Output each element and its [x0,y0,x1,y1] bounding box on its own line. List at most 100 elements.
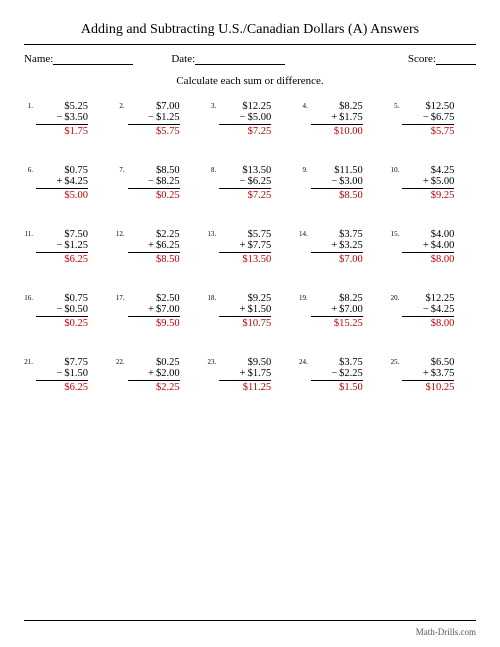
problem-body: $8.50−$8.25$0.25 [128,165,180,201]
problem-body: $12.25−$4.25 $8.00 [402,293,454,329]
operand-top: $0.75 [64,165,88,176]
answer: $10.00 [334,126,363,137]
name-field: Name: [24,53,133,65]
operator: − [331,368,337,379]
problem-body: $6.50+$3.75$10.25 [402,357,454,393]
operator: + [331,240,337,251]
operand-top: $0.25 [156,357,180,368]
problem: 4. $8.25+$1.75 $10.00 [299,101,385,137]
operand-bottom: $1.50 [64,368,88,379]
page-title: Adding and Subtracting U.S./Canadian Dol… [24,22,476,38]
score-blank[interactable] [436,53,476,65]
date-blank[interactable] [195,53,285,65]
problem: 15.$4.00+$4.00$8.00 [390,229,476,265]
operand-bottom: $6.75 [431,112,455,123]
operand-bottom-row: −$1.50 [56,368,88,379]
operand-bottom-row: +$7.00 [148,304,180,315]
date-field: Date: [171,53,285,65]
operand-bottom: $4.25 [431,304,455,315]
operator: + [423,176,429,187]
problem-rule [128,316,180,317]
problem-number: 11. [24,229,36,238]
operand-bottom-row: −$6.75 [423,112,455,123]
operand-bottom-row: +$1.75 [331,112,363,123]
operand-bottom-row: +$5.00 [423,176,455,187]
problem-number: 25. [390,357,402,366]
problem-number: 17. [116,293,128,302]
problem: 3.$12.25−$5.00$7.25 [207,101,293,137]
operand-top: $8.25 [339,101,363,112]
problem-rule [402,380,454,381]
problem-body: $3.75−$2.25$1.50 [311,357,363,393]
problem-rule [402,124,454,125]
operator: + [423,368,429,379]
operand-bottom: $1.75 [339,112,363,123]
operand-bottom-row: −$6.25 [240,176,272,187]
operator: + [240,240,246,251]
operator: − [331,176,337,187]
problem-number: 12. [116,229,128,238]
operand-bottom: $0.50 [64,304,88,315]
operator: − [240,112,246,123]
problem-body: $7.50−$1.25$6.25 [36,229,88,265]
operand-bottom-row: −$0.50 [56,304,88,315]
problem-rule [311,188,363,189]
problem-body: $9.50+$1.75$11.25 [219,357,271,393]
problem-rule [36,380,88,381]
name-blank[interactable] [53,53,133,65]
problem-rule [311,316,363,317]
problem-rule [402,316,454,317]
operand-top: $12.25 [426,293,455,304]
operand-top: $2.50 [156,293,180,304]
problem-number: 10. [390,165,402,174]
problem-number: 21. [24,357,36,366]
title-rule [24,44,476,45]
problem-grid: 1.$5.25−$3.50$1.752.$7.00−$1.25$5.753.$1… [24,101,476,393]
problem-rule [36,188,88,189]
problem-number: 1. [24,101,36,110]
problem-body: $3.75+$3.25$7.00 [311,229,363,265]
problem-body: $8.25+$7.00$15.25 [311,293,363,329]
problem-rule [219,252,271,253]
answer: $8.00 [431,318,455,329]
problem-rule [402,252,454,253]
operand-top: $12.25 [242,101,271,112]
operand-bottom: $6.25 [248,176,272,187]
problem-number: 23. [207,357,219,366]
operand-bottom-row: +$4.25 [56,176,88,187]
problem-body: $2.50+$7.00$9.50 [128,293,180,329]
operator: − [423,112,429,123]
operand-bottom-row: −$4.25 [423,304,455,315]
operand-bottom: $1.25 [156,112,180,123]
instruction-text: Calculate each sum or difference. [24,75,476,87]
problem-body: $12.25−$5.00$7.25 [219,101,271,137]
operand-top: $5.75 [248,229,272,240]
answer: $1.50 [339,382,363,393]
problem-rule [219,188,271,189]
answer: $9.25 [431,190,455,201]
operand-bottom-row: +$2.00 [148,368,180,379]
problem-number: 6. [24,165,36,174]
problem: 6.$0.75+$4.25$5.00 [24,165,110,201]
operand-bottom-row: −$8.25 [148,176,180,187]
operand-bottom-row: −$3.00 [331,176,363,187]
problem: 11.$7.50−$1.25$6.25 [24,229,110,265]
answer: $5.75 [431,126,455,137]
name-label: Name: [24,53,53,65]
problem-number: 4. [299,101,311,110]
operator: − [56,112,62,123]
operator: − [56,368,62,379]
operator: − [56,240,62,251]
operator: − [148,176,154,187]
operand-top: $6.50 [431,357,455,368]
score-field: Score: [408,53,476,65]
problem-body: $12.50−$6.75$5.75 [402,101,454,137]
answer: $13.50 [242,254,271,265]
answer: $5.75 [156,126,180,137]
operand-bottom-row: +$7.00 [331,304,363,315]
problem-body: $0.25+$2.00$2.25 [128,357,180,393]
problem: 17.$2.50+$7.00$9.50 [116,293,202,329]
operand-top: $8.25 [339,293,363,304]
operand-bottom: $3.50 [64,112,88,123]
operand-bottom-row: +$3.25 [331,240,363,251]
